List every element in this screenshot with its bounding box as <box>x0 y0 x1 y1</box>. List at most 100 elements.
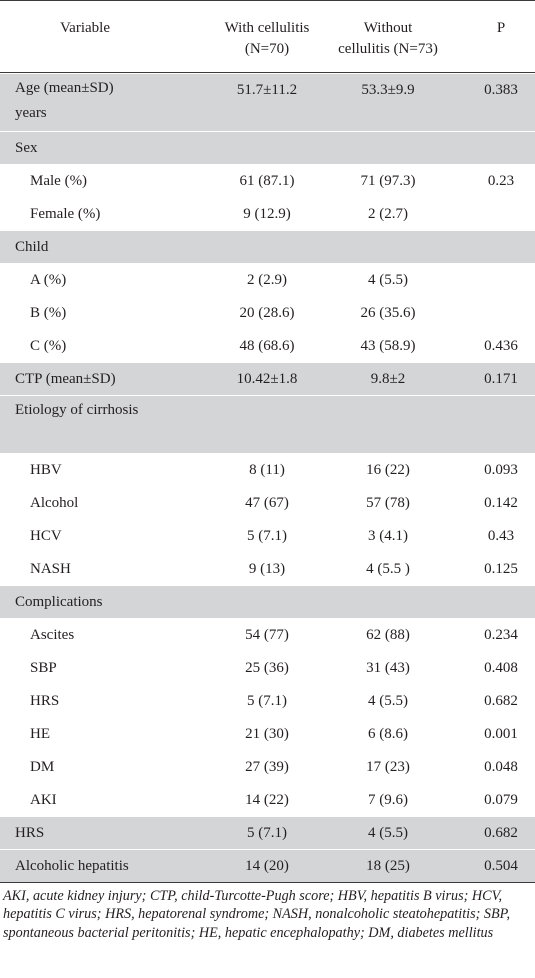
cell-p-value: 0.125 <box>484 561 518 577</box>
table-row: DM 27 (39) 17 (23) 0.048 <box>0 750 535 783</box>
header-with-cellulitis: With cellulitis (N=70) <box>198 18 336 60</box>
cell-with-cellulitis: 14 (20) <box>245 858 289 874</box>
cell-with-cellulitis: 21 (30) <box>245 726 289 742</box>
cell-p-value: 0.142 <box>484 495 518 511</box>
header-without-cellulitis: Without cellulitis (N=73) <box>324 18 452 60</box>
cell-with-cellulitis: 9 (13) <box>248 561 286 577</box>
table-row: AKI 14 (22) 7 (9.6) 0.079 <box>0 783 535 816</box>
row-label: NASH <box>30 561 71 577</box>
cell-p-value: 0.234 <box>484 627 518 643</box>
cell-without-cellulitis: 4 (5.5) <box>368 825 408 841</box>
row-label: HRS <box>15 825 45 841</box>
cell-p-value: 0.383 <box>484 82 518 98</box>
cell-without-cellulitis: 4 (5.5) <box>368 272 408 288</box>
table-row: Etiology of cirrhosis <box>0 395 535 453</box>
cell-with-cellulitis: 14 (22) <box>245 792 289 808</box>
cell-without-cellulitis: 6 (8.6) <box>368 726 408 742</box>
row-label: Female (%) <box>30 206 101 222</box>
cell-with-cellulitis: 54 (77) <box>245 627 289 643</box>
cell-p-value: 0.408 <box>484 660 518 676</box>
table-row: NASH 9 (13) 4 (5.5 ) 0.125 <box>0 552 535 585</box>
table-row: CTP (mean±SD) 10.42±1.8 9.8±2 0.171 <box>0 362 535 395</box>
row-label: HE <box>30 726 50 742</box>
table-row: Child <box>0 230 535 263</box>
row-label: Alcoholic hepatitis <box>15 858 129 874</box>
cell-without-cellulitis: 2 (2.7) <box>368 206 408 222</box>
table-row: Ascites 54 (77) 62 (88) 0.234 <box>0 618 535 651</box>
cell-p-value: 0.682 <box>484 693 518 709</box>
table-row: HBV 8 (11) 16 (22) 0.093 <box>0 453 535 486</box>
cell-without-cellulitis: 26 (35.6) <box>360 305 416 321</box>
cell-without-cellulitis: 16 (22) <box>366 462 410 478</box>
header-without-line1: Without <box>363 20 413 36</box>
row-label: DM <box>30 759 55 775</box>
cell-without-cellulitis: 17 (23) <box>366 759 410 775</box>
cell-without-cellulitis: 18 (25) <box>366 858 410 874</box>
table-document: Variable With cellulitis (N=70) Without ce… <box>0 0 535 941</box>
table-row: Alcohol 47 (67) 57 (78) 0.142 <box>0 486 535 519</box>
cell-p-value: 0.171 <box>484 371 518 387</box>
row-label: HBV <box>30 462 62 478</box>
table-row: HCV 5 (7.1) 3 (4.1) 0.43 <box>0 519 535 552</box>
row-label: Alcohol <box>30 495 79 511</box>
header-variable: Variable <box>60 20 110 36</box>
cell-with-cellulitis: 10.42±1.8 <box>236 371 298 387</box>
cell-without-cellulitis: 71 (97.3) <box>360 173 416 189</box>
row-label: Etiology of cirrhosis <box>15 402 139 418</box>
row-label: AKI <box>30 792 57 808</box>
table-row: Alcoholic hepatitis 14 (20) 18 (25) 0.504 <box>0 849 535 882</box>
cell-p-value: 0.093 <box>484 462 518 478</box>
table-row: SBP 25 (36) 31 (43) 0.408 <box>0 651 535 684</box>
row-label: CTP (mean±SD) <box>15 371 116 387</box>
table-row: A (%) 2 (2.9) 4 (5.5) <box>0 263 535 296</box>
cell-without-cellulitis: 9.8±2 <box>370 371 406 387</box>
row-label: HCV <box>30 528 62 544</box>
cell-p-value: 0.504 <box>484 858 518 874</box>
table-row: Male (%) 61 (87.1) 71 (97.3) 0.23 <box>0 164 535 197</box>
cell-without-cellulitis: 4 (5.5) <box>368 693 408 709</box>
row-label: B (%) <box>30 305 67 321</box>
cell-p-value: 0.436 <box>484 338 518 354</box>
row-label: Sex <box>15 140 38 156</box>
cell-with-cellulitis: 20 (28.6) <box>239 305 295 321</box>
cell-with-cellulitis: 27 (39) <box>245 759 289 775</box>
cell-with-cellulitis: 48 (68.6) <box>239 338 295 354</box>
cell-with-cellulitis: 51.7±11.2 <box>236 82 298 98</box>
table-row: Complications <box>0 585 535 618</box>
cell-without-cellulitis: 57 (78) <box>366 495 410 511</box>
table-footnote: AKI, acute kidney injury; CTP, child-Tur… <box>3 888 511 941</box>
row-label: Ascites <box>30 627 75 643</box>
table-row: Age (mean±SD) years 51.7±11.2 53.3±9.9 0.38… <box>0 73 535 131</box>
table-row: Sex <box>0 131 535 164</box>
cell-with-cellulitis: 9 (12.9) <box>243 206 291 222</box>
table-row: HE 21 (30) 6 (8.6) 0.001 <box>0 717 535 750</box>
header-without-line2: cellulitis (N=73) <box>338 41 438 57</box>
cell-p-value: 0.048 <box>484 759 518 775</box>
cell-with-cellulitis: 25 (36) <box>245 660 289 676</box>
cell-with-cellulitis: 8 (11) <box>249 462 285 478</box>
cell-p-value: 0.001 <box>484 726 518 742</box>
cell-with-cellulitis: 5 (7.1) <box>247 825 287 841</box>
cell-with-cellulitis: 5 (7.1) <box>247 528 287 544</box>
cell-without-cellulitis: 7 (9.6) <box>368 792 408 808</box>
table-row: Female (%) 9 (12.9) 2 (2.7) <box>0 197 535 230</box>
cell-p-value: 0.43 <box>487 528 515 544</box>
table-row: HRS 5 (7.1) 4 (5.5) 0.682 <box>0 816 535 849</box>
row-label: Complications <box>15 594 103 610</box>
header-with-line2: (N=70) <box>244 41 290 57</box>
row-label: Age (mean±SD) years <box>15 80 114 121</box>
cell-without-cellulitis: 31 (43) <box>366 660 410 676</box>
cell-without-cellulitis: 62 (88) <box>366 627 410 643</box>
cell-with-cellulitis: 2 (2.9) <box>247 272 287 288</box>
cell-without-cellulitis: 3 (4.1) <box>368 528 408 544</box>
cell-without-cellulitis: 43 (58.9) <box>360 338 416 354</box>
row-label: A (%) <box>30 272 67 288</box>
row-label: HRS <box>30 693 60 709</box>
table-header: Variable With cellulitis (N=70) Without ce… <box>0 0 535 73</box>
row-label: Male (%) <box>30 173 88 189</box>
cell-with-cellulitis: 61 (87.1) <box>239 173 295 189</box>
table-body: Age (mean±SD) years 51.7±11.2 53.3±9.9 0.38… <box>0 73 535 882</box>
row-label: Child <box>15 239 49 255</box>
cell-without-cellulitis: 53.3±9.9 <box>361 82 415 98</box>
table-row: C (%) 48 (68.6) 43 (58.9) 0.436 <box>0 329 535 362</box>
